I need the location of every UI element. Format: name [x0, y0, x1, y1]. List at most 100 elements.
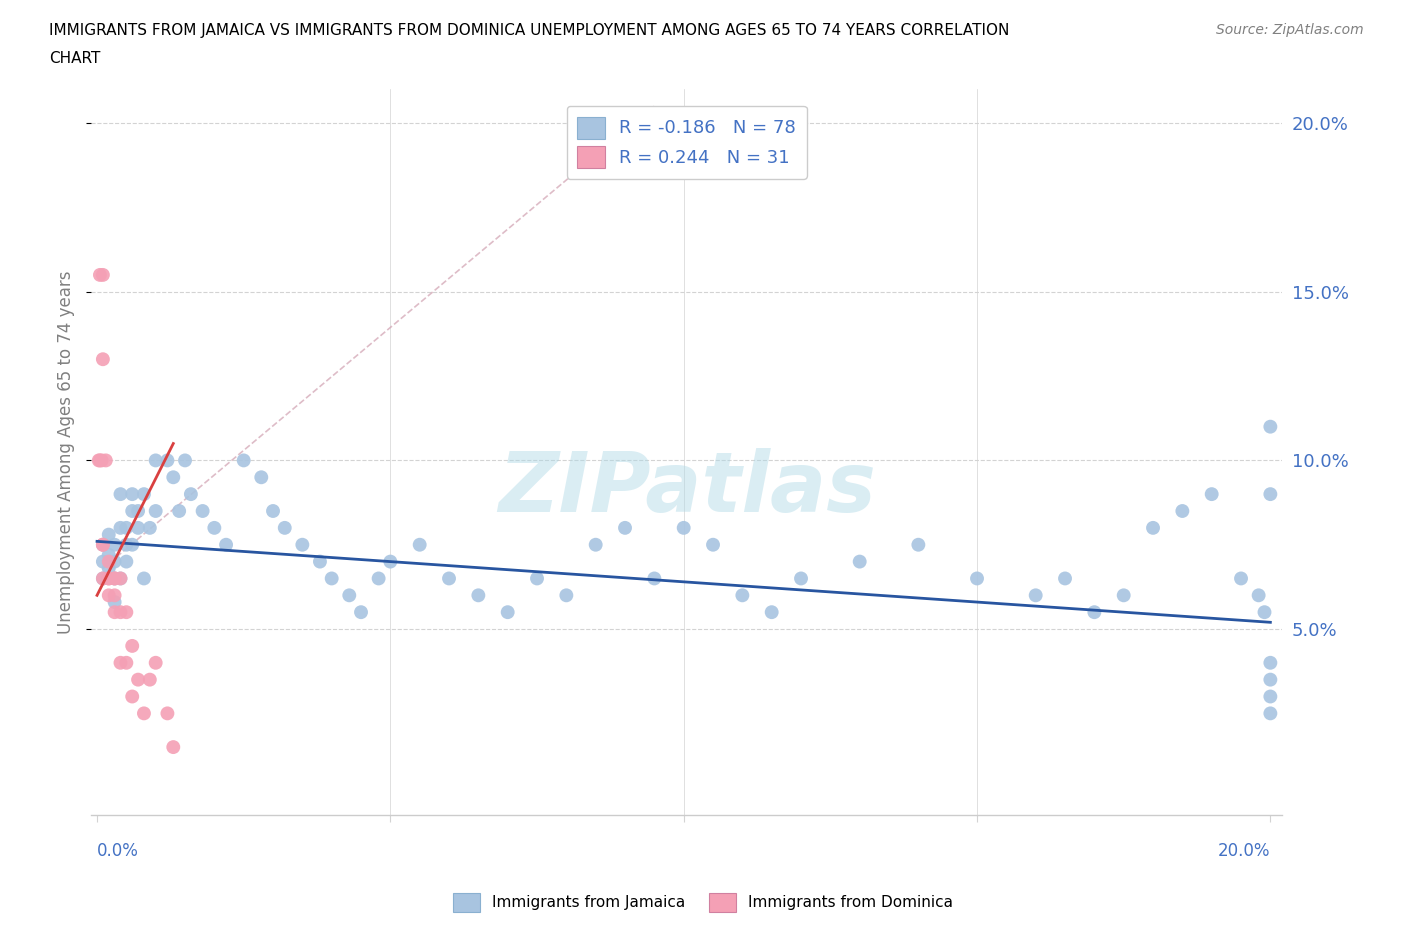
- Point: [321, 571, 343, 586]
- Point: [127, 521, 149, 536]
- Point: [1260, 419, 1282, 434]
- Point: [966, 571, 988, 586]
- Text: CHART: CHART: [49, 51, 101, 66]
- Point: [262, 503, 284, 518]
- Text: 0.0%: 0.0%: [97, 842, 139, 859]
- Point: [1230, 571, 1253, 586]
- Point: [614, 521, 637, 536]
- Point: [104, 571, 127, 586]
- Point: [250, 470, 273, 485]
- Point: [380, 554, 402, 569]
- Point: [90, 453, 112, 468]
- Point: [91, 268, 114, 283]
- Point: [309, 554, 332, 569]
- Point: [110, 486, 132, 501]
- Text: IMMIGRANTS FROM JAMAICA VS IMMIGRANTS FROM DOMINICA UNEMPLOYMENT AMONG AGES 65 T: IMMIGRANTS FROM JAMAICA VS IMMIGRANTS FR…: [49, 23, 1010, 38]
- Point: [139, 521, 162, 536]
- Point: [1253, 604, 1275, 619]
- Point: [180, 486, 202, 501]
- Y-axis label: Unemployment Among Ages 65 to 74 years: Unemployment Among Ages 65 to 74 years: [58, 271, 75, 633]
- Point: [1260, 706, 1282, 721]
- Point: [97, 561, 120, 576]
- Point: [91, 538, 114, 552]
- Point: [1260, 656, 1282, 671]
- Point: [202, 521, 225, 536]
- Point: [132, 486, 155, 501]
- Point: [215, 538, 238, 552]
- Point: [104, 594, 127, 609]
- Point: [89, 268, 111, 283]
- Point: [156, 453, 179, 468]
- Point: [121, 689, 143, 704]
- Text: Source: ZipAtlas.com: Source: ZipAtlas.com: [1216, 23, 1364, 37]
- Point: [97, 548, 120, 563]
- Point: [91, 571, 114, 586]
- Point: [115, 604, 138, 619]
- Point: [408, 538, 430, 552]
- Point: [1201, 486, 1223, 501]
- Point: [115, 538, 138, 552]
- Point: [104, 538, 127, 552]
- Point: [1247, 588, 1270, 603]
- Point: [145, 503, 167, 518]
- Text: ZIPatlas: ZIPatlas: [498, 447, 876, 529]
- Point: [1053, 571, 1076, 586]
- Point: [91, 571, 114, 586]
- Point: [110, 656, 132, 671]
- Point: [274, 521, 297, 536]
- Point: [91, 538, 114, 552]
- Point: [87, 453, 110, 468]
- Point: [104, 588, 127, 603]
- Point: [643, 571, 665, 586]
- Point: [94, 453, 117, 468]
- Point: [291, 538, 314, 552]
- Point: [97, 527, 120, 542]
- Point: [585, 538, 607, 552]
- Point: [104, 571, 127, 586]
- Point: [97, 554, 120, 569]
- Point: [496, 604, 519, 619]
- Point: [1083, 604, 1105, 619]
- Point: [350, 604, 373, 619]
- Point: [89, 453, 111, 468]
- Point: [132, 571, 155, 586]
- Point: [121, 486, 143, 501]
- Point: [91, 538, 114, 552]
- Point: [110, 521, 132, 536]
- Point: [162, 470, 184, 485]
- Point: [145, 453, 167, 468]
- Point: [91, 554, 114, 569]
- Point: [672, 521, 695, 536]
- Point: [115, 554, 138, 569]
- Point: [1171, 503, 1194, 518]
- Point: [127, 503, 149, 518]
- Point: [156, 706, 179, 721]
- Point: [555, 588, 578, 603]
- Point: [139, 672, 162, 687]
- Point: [162, 739, 184, 754]
- Point: [110, 604, 132, 619]
- Point: [115, 521, 138, 536]
- Point: [790, 571, 813, 586]
- Point: [1142, 521, 1164, 536]
- Point: [232, 453, 254, 468]
- Point: [145, 656, 167, 671]
- Point: [174, 453, 197, 468]
- Point: [121, 639, 143, 654]
- Point: [367, 571, 389, 586]
- Point: [761, 604, 783, 619]
- Point: [104, 571, 127, 586]
- Point: [1260, 486, 1282, 501]
- Point: [907, 538, 929, 552]
- Point: [97, 588, 120, 603]
- Text: 20.0%: 20.0%: [1218, 842, 1271, 859]
- Point: [1260, 672, 1282, 687]
- Point: [110, 571, 132, 586]
- Point: [97, 571, 120, 586]
- Point: [1025, 588, 1047, 603]
- Point: [337, 588, 360, 603]
- Point: [1260, 689, 1282, 704]
- Point: [526, 571, 548, 586]
- Point: [121, 503, 143, 518]
- Point: [702, 538, 724, 552]
